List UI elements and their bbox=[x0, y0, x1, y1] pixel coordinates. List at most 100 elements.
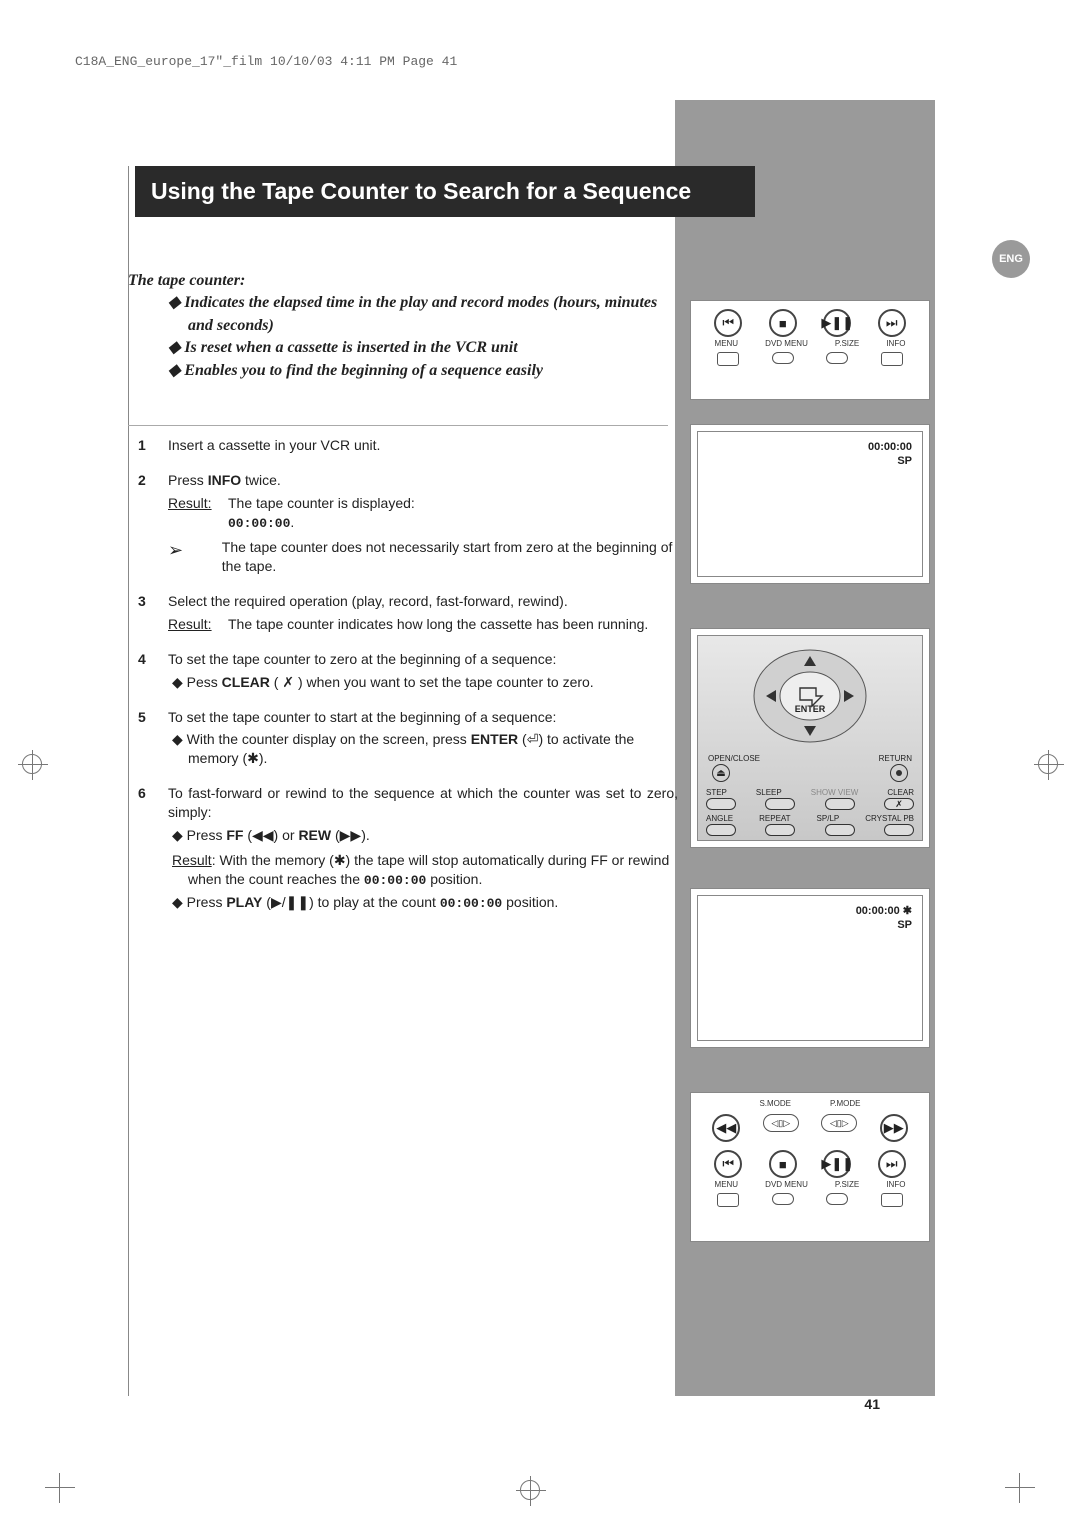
figure-enter-pad: ENTER OPEN/CLOSE RETURN ⏏ STEP SLEEP SHO… bbox=[690, 628, 930, 848]
step-6: 6 To fast-forward or rewind to the seque… bbox=[138, 784, 678, 913]
clear-button: ✗ bbox=[884, 798, 914, 810]
skip-fwd-button: ⏭ bbox=[878, 1150, 906, 1178]
clear-label: CLEAR bbox=[887, 788, 914, 797]
result-text: The tape counter is displayed:00:00:00. bbox=[228, 494, 678, 532]
result-label: Result: bbox=[168, 494, 228, 532]
crystalpb-label: CRYSTAL PB bbox=[865, 814, 914, 823]
result-text: The tape counter indicates how long the … bbox=[228, 615, 678, 634]
menu-button bbox=[717, 352, 739, 366]
registration-mark bbox=[520, 1480, 540, 1500]
eject-icon: ⏏ bbox=[712, 764, 730, 782]
figure-screen-counter: 00:00:00 SP bbox=[690, 424, 930, 584]
psize-label: P.SIZE bbox=[835, 339, 859, 348]
step-body: Press INFO twice. Result: The tape count… bbox=[168, 471, 678, 576]
sleep-label: SLEEP bbox=[756, 788, 782, 797]
page-title: Using the Tape Counter to Search for a S… bbox=[135, 166, 755, 217]
dvdmenu-label: DVD MENU bbox=[765, 1180, 808, 1189]
play-pause-button: ▶❚❚ bbox=[823, 309, 851, 337]
return-icon bbox=[890, 764, 908, 782]
dvdmenu-button bbox=[772, 1193, 794, 1205]
step-label: STEP bbox=[706, 788, 727, 797]
step-1: 1 Insert a cassette in your VCR unit. bbox=[138, 436, 678, 455]
skip-fwd-button: ⏭ bbox=[878, 309, 906, 337]
skip-back-button: ⏮ bbox=[714, 309, 742, 337]
step-bullet: ◆ With the counter display on the screen… bbox=[168, 730, 678, 768]
dvdmenu-label: DVD MENU bbox=[765, 339, 808, 348]
menu-label: MENU bbox=[715, 339, 739, 348]
registration-mark bbox=[1038, 754, 1058, 774]
step-3: 3 Select the required operation (play, r… bbox=[138, 592, 678, 634]
file-stamp: C18A_ENG_europe_17"_film 10/10/03 4:11 P… bbox=[75, 54, 457, 69]
open-close-label: OPEN/CLOSE bbox=[708, 754, 760, 763]
crop-mark bbox=[1000, 1468, 1040, 1508]
repeat-button bbox=[765, 824, 795, 836]
step-4: 4 To set the tape counter to zero at the… bbox=[138, 650, 678, 692]
note-text: The tape counter does not necessarily st… bbox=[222, 538, 678, 576]
angle-label: ANGLE bbox=[706, 814, 733, 823]
intro-bullet: ◆ Is reset when a cassette is inserted i… bbox=[128, 337, 658, 359]
return-label: RETURN bbox=[879, 754, 912, 763]
crystalpb-button bbox=[884, 824, 914, 836]
language-badge: ENG bbox=[992, 240, 1030, 278]
ff-button: ▶▶ bbox=[880, 1114, 908, 1142]
splp-button bbox=[825, 824, 855, 836]
dvdmenu-button bbox=[772, 352, 794, 364]
skip-back-button: ⏮ bbox=[714, 1150, 742, 1178]
smode-button: ◁▯▷ bbox=[763, 1114, 799, 1132]
speed-label: SP bbox=[868, 454, 912, 468]
step-bullet: ◆ Press FF (◀◀) or REW (▶▶).Result: With… bbox=[168, 826, 678, 889]
psize-button bbox=[826, 352, 848, 364]
pmode-button: ◁▯▷ bbox=[821, 1114, 857, 1132]
step-2: 2 Press INFO twice. Result: The tape cou… bbox=[138, 471, 678, 576]
showview-button bbox=[825, 798, 855, 810]
menu-label: MENU bbox=[715, 1180, 739, 1189]
d-pad bbox=[750, 646, 870, 746]
step-body: Select the required operation (play, rec… bbox=[168, 592, 678, 634]
rewind-button: ◀◀ bbox=[712, 1114, 740, 1142]
counter-value-memory: 00:00:00 ✱ bbox=[856, 904, 912, 918]
figure-remote-bottom: S.MODE P.MODE ◀◀ ◁▯▷ ◁▯▷ ▶▶ ⏮ ■ ▶❚❚ ⏭ ME… bbox=[690, 1092, 930, 1242]
figure-screen-memory: 00:00:00 ✱ SP bbox=[690, 888, 930, 1048]
speed-label: SP bbox=[856, 918, 912, 932]
step-bullet: ◆ Press PLAY (▶/❚❚) to play at the count… bbox=[168, 893, 678, 913]
play-pause-button: ▶❚❚ bbox=[823, 1150, 851, 1178]
stop-button: ■ bbox=[769, 309, 797, 337]
stop-button: ■ bbox=[769, 1150, 797, 1178]
step-body: Insert a cassette in your VCR unit. bbox=[168, 436, 678, 455]
step-number: 3 bbox=[138, 592, 168, 634]
pmode-label: P.MODE bbox=[830, 1099, 861, 1108]
step-number: 2 bbox=[138, 471, 168, 576]
sleep-button bbox=[765, 798, 795, 810]
step-bullet: ◆ Pess CLEAR ( ✗ ) when you want to set … bbox=[168, 673, 678, 692]
step-number: 6 bbox=[138, 784, 168, 913]
note-icon: ➢ bbox=[168, 538, 222, 576]
angle-button bbox=[706, 824, 736, 836]
registration-mark bbox=[22, 754, 42, 774]
info-button bbox=[881, 1193, 903, 1207]
psize-label: P.SIZE bbox=[835, 1180, 859, 1189]
menu-button bbox=[717, 1193, 739, 1207]
result-label: Result: bbox=[168, 615, 228, 634]
crop-mark bbox=[40, 1468, 80, 1508]
showview-label: SHOW VIEW bbox=[811, 788, 859, 797]
steps-block: 1 Insert a cassette in your VCR unit. 2 … bbox=[138, 425, 678, 929]
step-body: To fast-forward or rewind to the sequenc… bbox=[168, 784, 678, 913]
psize-button bbox=[826, 1193, 848, 1205]
intro-lead: The tape counter: bbox=[128, 270, 658, 292]
step-body: To set the tape counter to zero at the b… bbox=[168, 650, 678, 692]
step-number: 1 bbox=[138, 436, 168, 455]
intro-bullet: ◆ Enables you to find the beginning of a… bbox=[128, 360, 658, 382]
intro-bullet: ◆ Indicates the elapsed time in the play… bbox=[128, 292, 658, 337]
step-body: To set the tape counter to start at the … bbox=[168, 708, 678, 769]
step-number: 5 bbox=[138, 708, 168, 769]
page: C18A_ENG_europe_17"_film 10/10/03 4:11 P… bbox=[0, 0, 1080, 1528]
info-button bbox=[881, 352, 903, 366]
info-label: INFO bbox=[886, 339, 905, 348]
step-button bbox=[706, 798, 736, 810]
splp-label: SP/LP bbox=[817, 814, 840, 823]
enter-label: ENTER bbox=[795, 704, 826, 714]
smode-label: S.MODE bbox=[759, 1099, 791, 1108]
step-5: 5 To set the tape counter to start at th… bbox=[138, 708, 678, 769]
counter-value: 00:00:00 bbox=[868, 440, 912, 454]
repeat-label: REPEAT bbox=[759, 814, 790, 823]
